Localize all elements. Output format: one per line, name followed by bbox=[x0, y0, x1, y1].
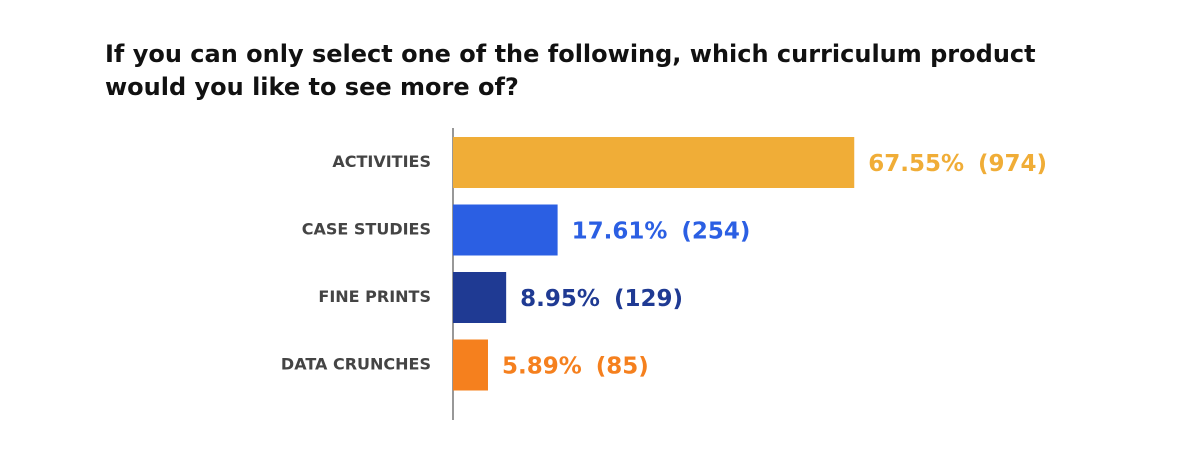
bar bbox=[453, 204, 558, 256]
chart-title: If you can only select one of the follow… bbox=[105, 40, 1036, 101]
bar bbox=[453, 339, 488, 391]
value-label: 17.61% bbox=[572, 219, 668, 245]
category-label: ACTIVITIES bbox=[332, 152, 431, 171]
count-label: (974) bbox=[978, 151, 1047, 177]
bar bbox=[453, 272, 507, 323]
category-label: CASE STUDIES bbox=[302, 220, 431, 239]
bar bbox=[453, 137, 855, 188]
category-label: FINE PRINTS bbox=[318, 287, 431, 306]
value-label: 67.55% bbox=[868, 151, 964, 177]
count-label: (85) bbox=[596, 354, 649, 380]
value-label: 8.95% bbox=[520, 286, 600, 312]
value-label: 5.89% bbox=[502, 354, 582, 380]
count-label: (129) bbox=[614, 286, 683, 312]
count-label: (254) bbox=[681, 219, 750, 245]
category-label: DATA CRUNCHES bbox=[281, 355, 431, 374]
